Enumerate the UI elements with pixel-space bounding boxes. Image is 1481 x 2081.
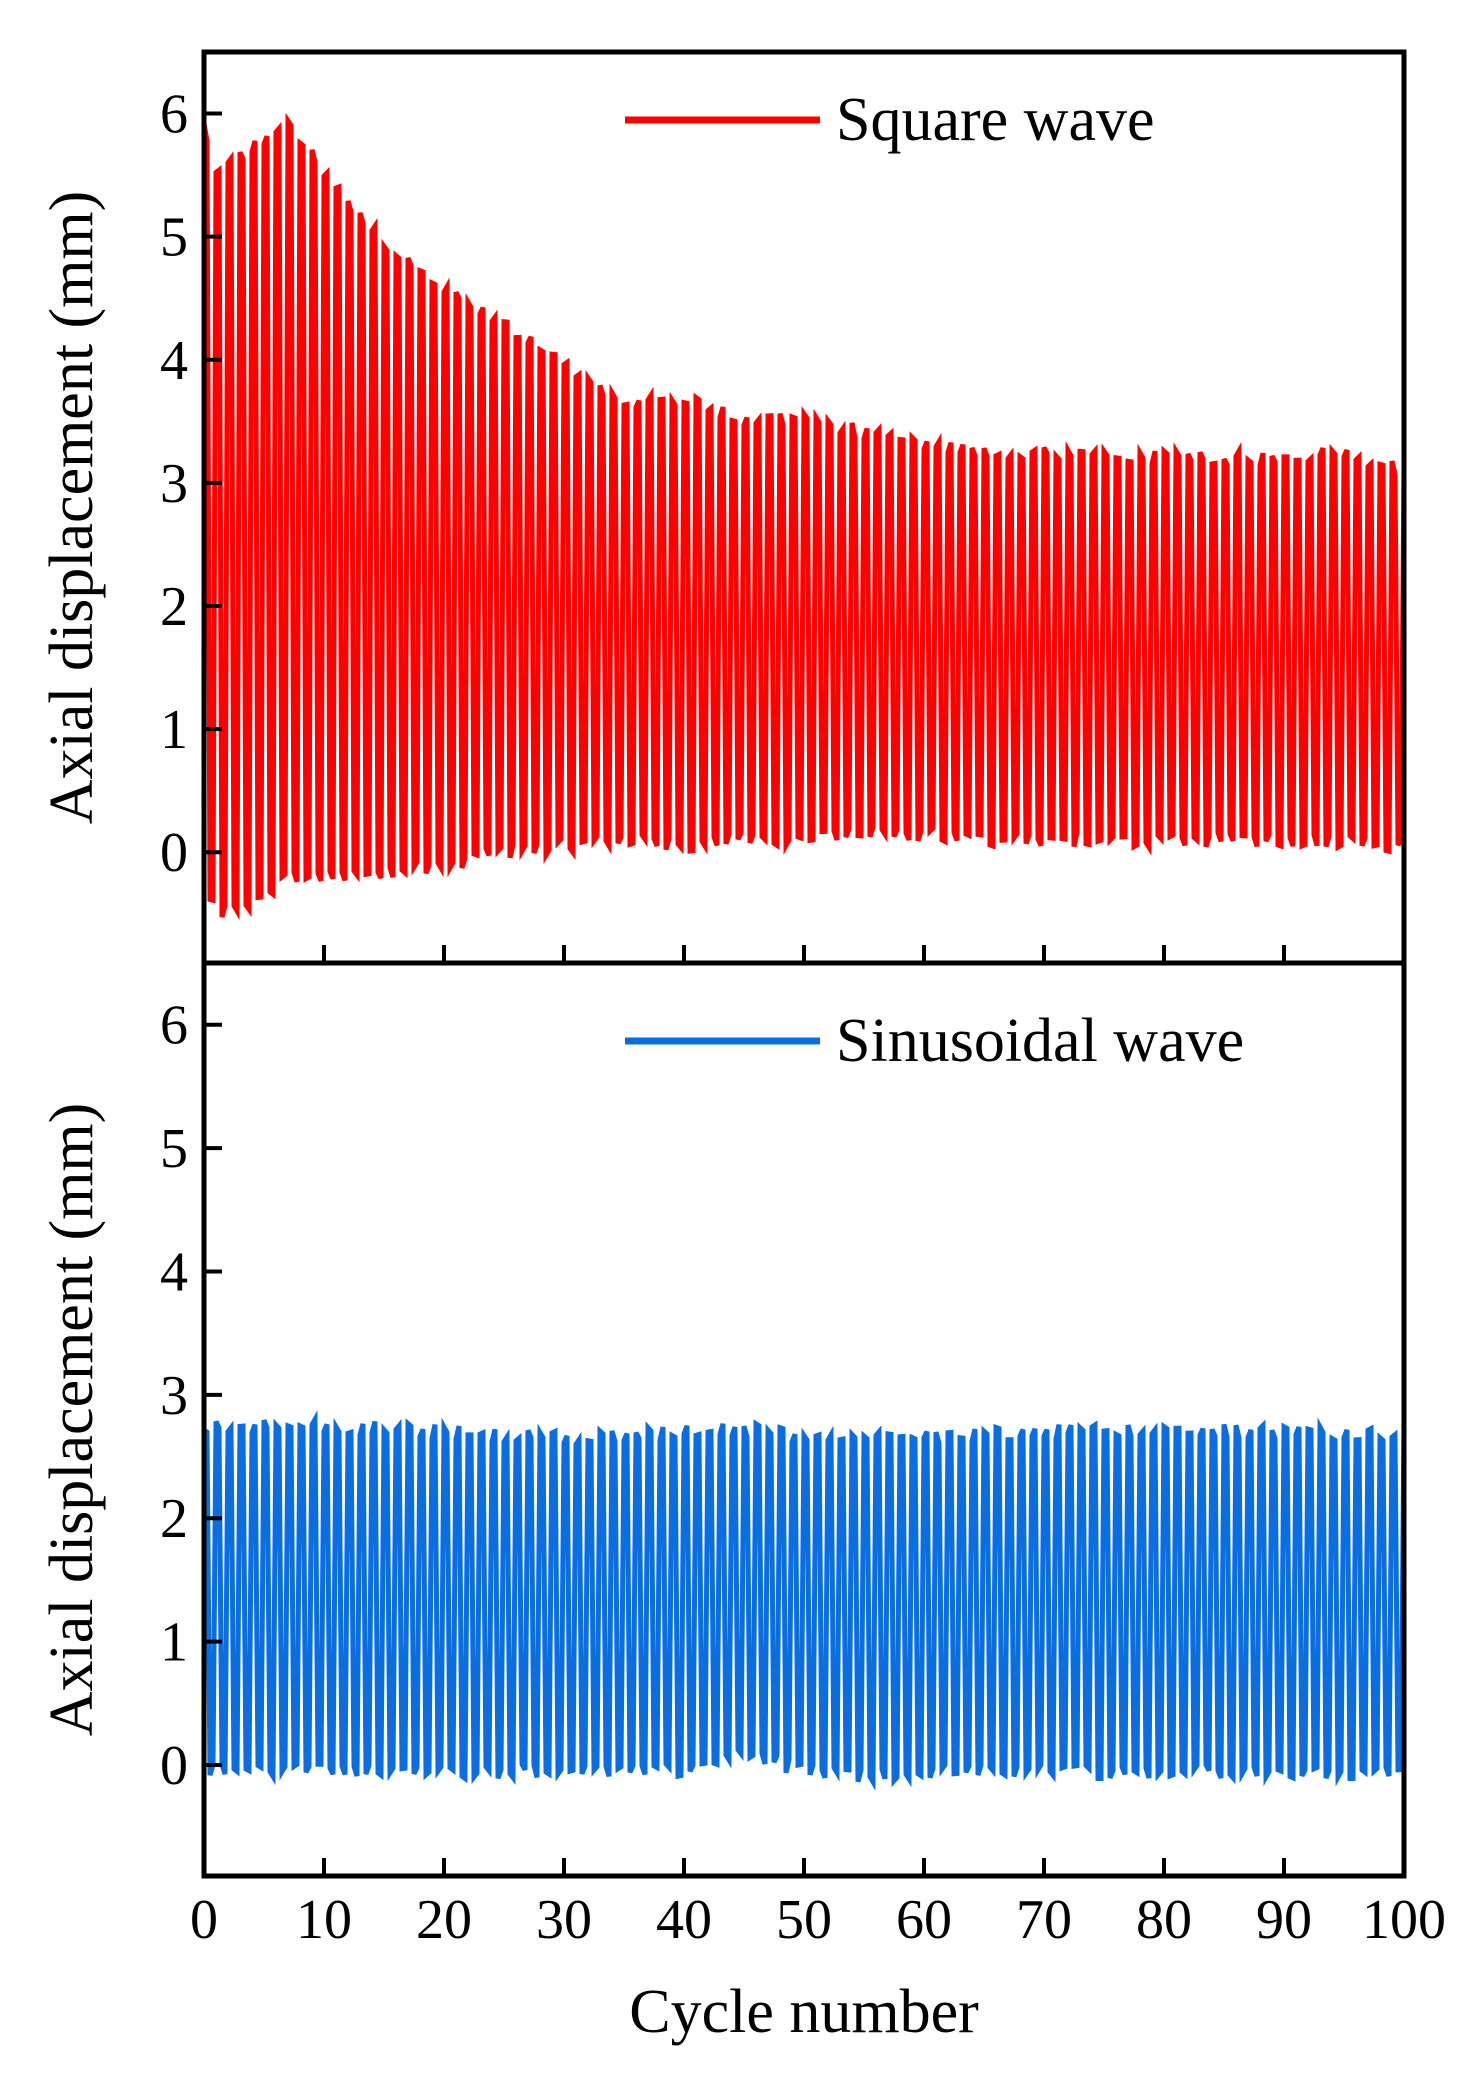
y-tick-label: 1 xyxy=(160,699,188,761)
x-tick-label: 80 xyxy=(1136,1889,1192,1951)
x-tick-label: 40 xyxy=(656,1889,712,1951)
legend-label: Square wave xyxy=(836,86,1154,154)
y-tick-label: 6 xyxy=(160,84,188,146)
y-tick-label: 4 xyxy=(160,330,188,392)
y-tick-label: 2 xyxy=(160,1488,188,1550)
y-axis-title: Axial displacement (mm) xyxy=(38,191,106,825)
x-tick-label: 100 xyxy=(1362,1889,1446,1951)
y-tick-label: 4 xyxy=(160,1241,188,1303)
plot-frame xyxy=(201,960,1407,1879)
series-line-square-wave xyxy=(204,112,1404,921)
y-tick-label: 0 xyxy=(160,822,188,884)
y-tick-label: 2 xyxy=(160,576,188,638)
y-tick-label: 6 xyxy=(160,995,188,1057)
x-tick-label: 70 xyxy=(1016,1889,1072,1951)
x-tick-label: 10 xyxy=(296,1889,352,1951)
y-tick-label: 3 xyxy=(160,453,188,515)
legend-label: Sinusoidal wave xyxy=(836,1007,1244,1075)
x-axis-title: Cycle number xyxy=(629,1978,979,2046)
x-tick-label: 50 xyxy=(776,1889,832,1951)
y-tick-label: 5 xyxy=(160,207,188,269)
y-tick-label: 0 xyxy=(160,1735,188,1797)
y-tick-label: 3 xyxy=(160,1365,188,1427)
series-line-sinusoidal-wave xyxy=(204,1410,1404,1791)
x-tick-label: 0 xyxy=(190,1889,218,1951)
y-tick-label: 1 xyxy=(160,1612,188,1674)
y-axis-title: Axial displacement (mm) xyxy=(38,1103,106,1737)
x-tick-label: 60 xyxy=(896,1889,952,1951)
x-tick-label: 20 xyxy=(416,1889,472,1951)
x-tick-label: 30 xyxy=(536,1889,592,1951)
top-panel: Square wave 0 1 2 3 4 5 6 Axial displacement (mm… xyxy=(38,49,1407,966)
x-tick-label: 90 xyxy=(1256,1889,1312,1951)
y-tick-label: 5 xyxy=(160,1118,188,1180)
